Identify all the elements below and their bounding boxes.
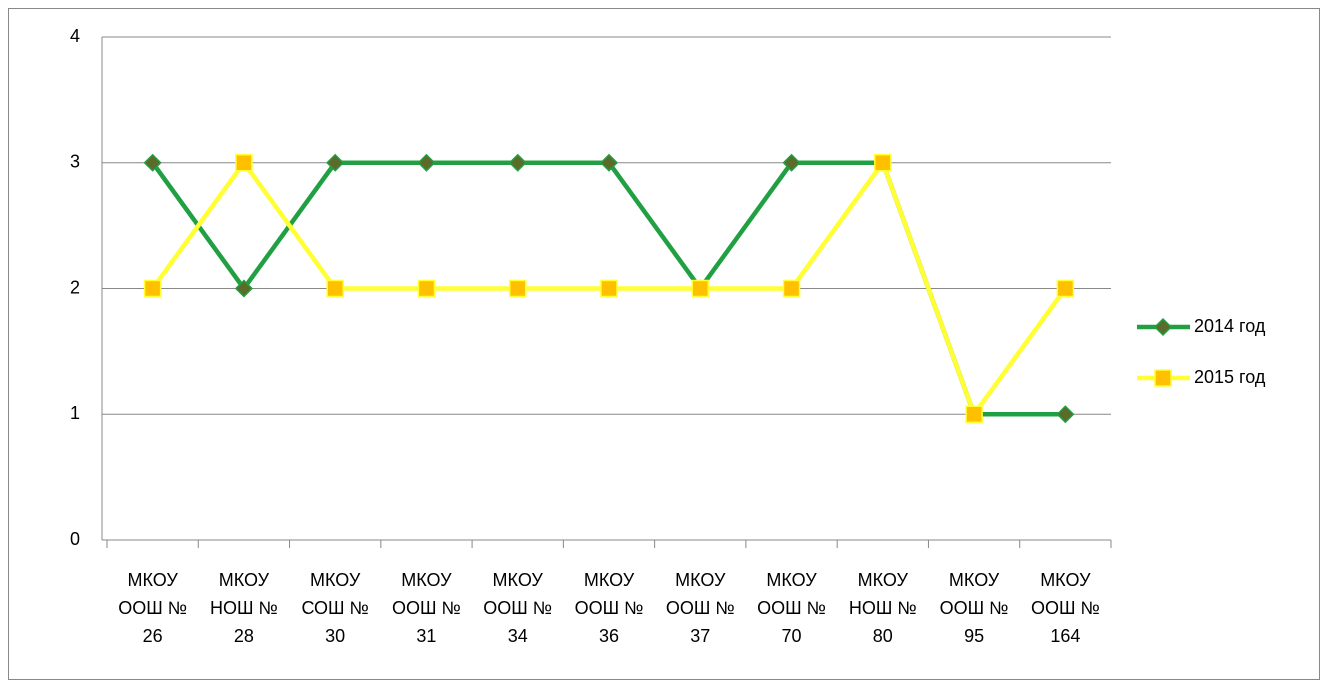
x-tick-label: МКОУ ООШ № 31	[392, 570, 461, 646]
marker	[1056, 279, 1075, 298]
marker	[600, 279, 618, 298]
marker	[143, 153, 162, 172]
marker	[417, 279, 436, 298]
y-tick-label: 1	[70, 403, 80, 423]
marker	[874, 154, 892, 172]
marker	[599, 153, 619, 172]
marker	[691, 279, 710, 298]
marker	[965, 405, 983, 423]
marker	[508, 279, 527, 298]
marker	[326, 153, 345, 172]
marker	[234, 279, 253, 298]
marker	[235, 154, 253, 172]
x-tick-label: МКОУ ООШ № 26	[118, 570, 188, 646]
marker	[508, 153, 527, 172]
legend-label: 2014 год	[1194, 316, 1266, 336]
y-tick-label: 2	[70, 277, 80, 297]
x-tick-label: МКОУ ООШ № 70	[757, 570, 826, 646]
marker	[326, 279, 344, 298]
x-tick-label: МКОУ ООШ № 37	[665, 570, 735, 646]
marker	[143, 279, 162, 298]
x-tick-label: МКОУ ООШ № 34	[483, 570, 553, 646]
marker	[1056, 405, 1075, 424]
marker	[1154, 369, 1172, 387]
legend-label: 2015 год	[1194, 367, 1266, 387]
x-tick-label: МКОУ ООШ № 95	[939, 570, 1009, 646]
y-tick-label: 3	[70, 152, 80, 172]
marker	[1153, 317, 1173, 337]
x-tick-label: МКОУ ООШ № 164	[1030, 570, 1100, 646]
x-tick-label: МКОУ ООШ № 36	[574, 570, 644, 646]
y-tick-label: 4	[70, 26, 80, 46]
y-tick-label: 0	[70, 529, 80, 549]
marker	[782, 153, 801, 172]
marker	[417, 153, 436, 172]
marker	[782, 279, 801, 298]
chart-border	[8, 8, 1320, 680]
x-tick-label: МКОУ СОШ № 30	[301, 570, 369, 646]
x-tick-label: МКОУ НОШ № 28	[209, 570, 278, 646]
x-tick-label: МКОУ НОШ № 80	[848, 570, 917, 646]
